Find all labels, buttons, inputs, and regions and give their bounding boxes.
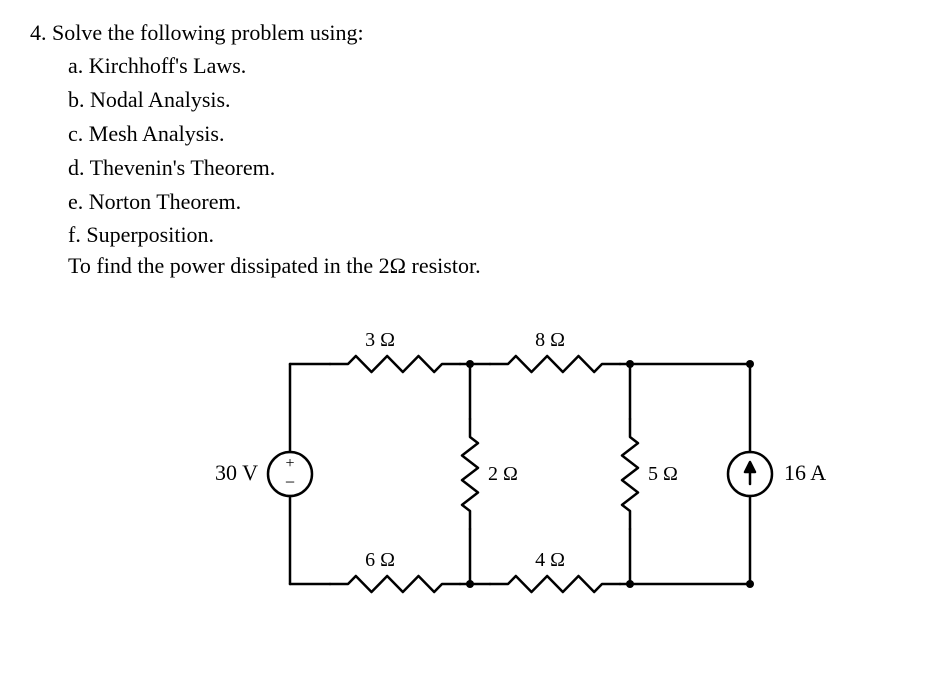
circuit-svg: 3 Ω8 Ω6 Ω4 Ω+−30 V2 Ω5 Ω16 A [210, 334, 850, 634]
svg-text:16 A: 16 A [784, 460, 826, 485]
circuit-diagram: 3 Ω8 Ω6 Ω4 Ω+−30 V2 Ω5 Ω16 A [210, 334, 917, 639]
sub-letter: f. [68, 222, 81, 247]
sub-letter: c. [68, 121, 83, 146]
svg-text:+: + [285, 455, 294, 472]
sub-text: Mesh Analysis. [89, 121, 225, 146]
sub-items-list: a. Kirchhoff's Laws. b. Nodal Analysis. … [68, 50, 917, 251]
sub-text: Kirchhoff's Laws. [89, 53, 247, 78]
svg-text:6 Ω: 6 Ω [365, 549, 395, 571]
sub-letter: e. [68, 189, 83, 214]
sub-text: Nodal Analysis. [90, 87, 231, 112]
svg-text:30 V: 30 V [215, 460, 258, 485]
svg-text:8 Ω: 8 Ω [535, 329, 565, 351]
problem-stem: 4. Solve the following problem using: [30, 20, 917, 46]
sub-item: b. Nodal Analysis. [68, 84, 917, 116]
svg-text:−: − [285, 472, 295, 492]
sub-text: Superposition. [86, 222, 214, 247]
problem-number: 4. [30, 20, 47, 45]
sub-letter: b. [68, 87, 85, 112]
svg-text:5 Ω: 5 Ω [648, 463, 678, 485]
final-line: To find the power dissipated in the 2Ω r… [68, 253, 917, 279]
sub-text: Norton Theorem. [89, 189, 241, 214]
svg-text:4 Ω: 4 Ω [535, 549, 565, 571]
sub-letter: a. [68, 53, 83, 78]
problem-stem-text: Solve the following problem using: [52, 20, 364, 45]
sub-text: Thevenin's Theorem. [90, 155, 276, 180]
svg-text:3 Ω: 3 Ω [365, 329, 395, 351]
sub-item: c. Mesh Analysis. [68, 118, 917, 150]
svg-text:2 Ω: 2 Ω [488, 463, 518, 485]
sub-item: d. Thevenin's Theorem. [68, 152, 917, 184]
sub-item: e. Norton Theorem. [68, 186, 917, 218]
sub-letter: d. [68, 155, 85, 180]
sub-item: f. Superposition. [68, 219, 917, 251]
sub-item: a. Kirchhoff's Laws. [68, 50, 917, 82]
